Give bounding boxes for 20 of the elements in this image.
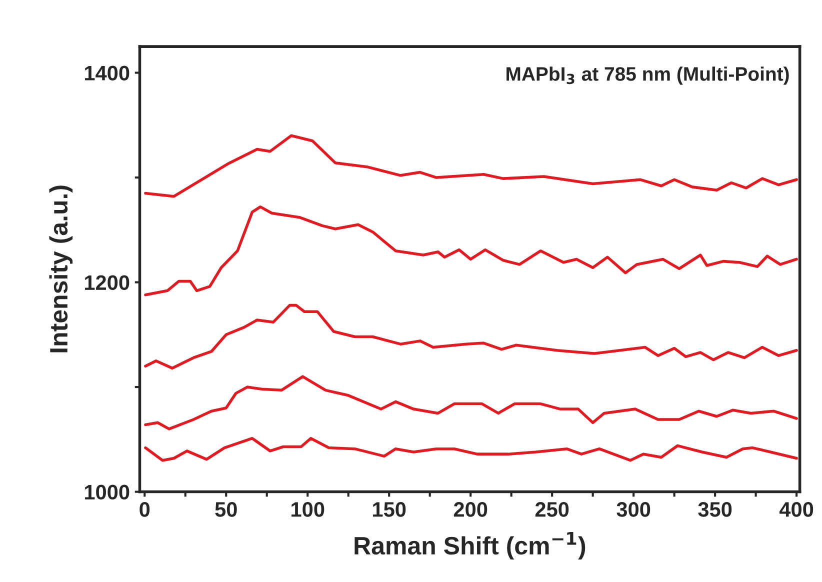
x-tick-label: 0	[140, 502, 150, 517]
annotation: MAPbI$_{3}$ at 785 nm (Multi-Point)	[506, 66, 789, 85]
x-tick-label: 300	[616, 502, 650, 517]
x-tick-label: 350	[698, 502, 732, 517]
line-series	[144, 436, 798, 462]
x-axis-title: Raman Shift (cm$^{−1}$)	[354, 532, 586, 560]
x-tick-label: 100	[292, 502, 324, 517]
line-series	[144, 375, 798, 430]
x-tick-label: 50	[215, 502, 237, 517]
x-tick-label: 400	[779, 502, 814, 517]
line-series	[144, 304, 798, 370]
y-axis-title: Intensity (a.u.)	[49, 186, 73, 352]
x-tick-label: 150	[373, 502, 406, 517]
line-series	[144, 134, 798, 198]
x-tick-label: 250	[535, 502, 569, 517]
y-tick-label: 1200	[84, 275, 130, 290]
y-tick-label: 1000	[84, 484, 130, 500]
line-series	[144, 205, 798, 296]
y-tick-label: 1400	[84, 66, 130, 81]
x-tick-label: 200	[454, 502, 488, 517]
